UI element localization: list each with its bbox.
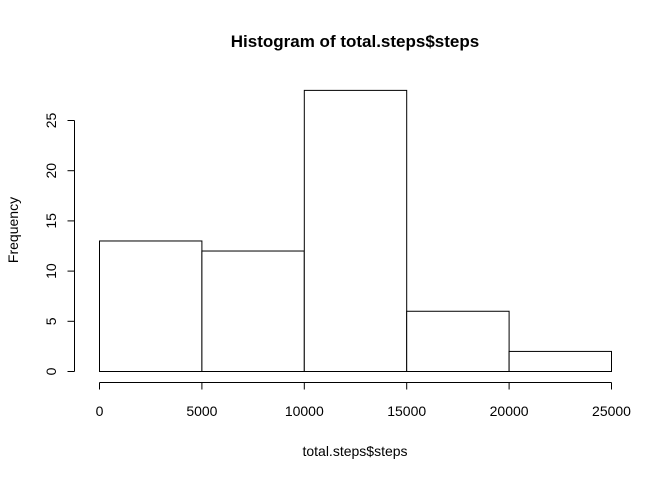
histogram-bar-5 xyxy=(508,350,613,373)
x-tick-label: 5000 xyxy=(186,403,217,419)
y-axis: 0 5 10 15 20 25 xyxy=(43,113,75,375)
y-tick-label: 0 xyxy=(43,367,59,375)
x-tick-label: 15000 xyxy=(387,403,426,419)
x-axis-label: total.steps$steps xyxy=(302,443,407,459)
y-axis-label: Frequency xyxy=(5,197,21,263)
y-tick-label: 20 xyxy=(43,163,59,179)
histogram-bar-1 xyxy=(99,240,203,372)
x-tick-label: 20000 xyxy=(490,403,529,419)
y-tick-label: 5 xyxy=(43,317,59,325)
chart-title: Histogram of total.steps$steps xyxy=(231,32,479,51)
y-tick-label: 25 xyxy=(43,113,59,129)
histogram-bar-3 xyxy=(303,89,408,372)
histogram-bar-2 xyxy=(201,250,305,373)
x-tick-label: 10000 xyxy=(285,403,324,419)
x-tick-label: 0 xyxy=(96,403,104,419)
x-axis: 0 5000 10000 15000 20000 25000 xyxy=(96,382,631,419)
histogram-bar-4 xyxy=(406,310,510,373)
y-tick-label: 10 xyxy=(43,263,59,279)
x-tick-label: 25000 xyxy=(592,403,631,419)
y-tick-label: 15 xyxy=(43,213,59,229)
bars-group xyxy=(99,89,613,373)
